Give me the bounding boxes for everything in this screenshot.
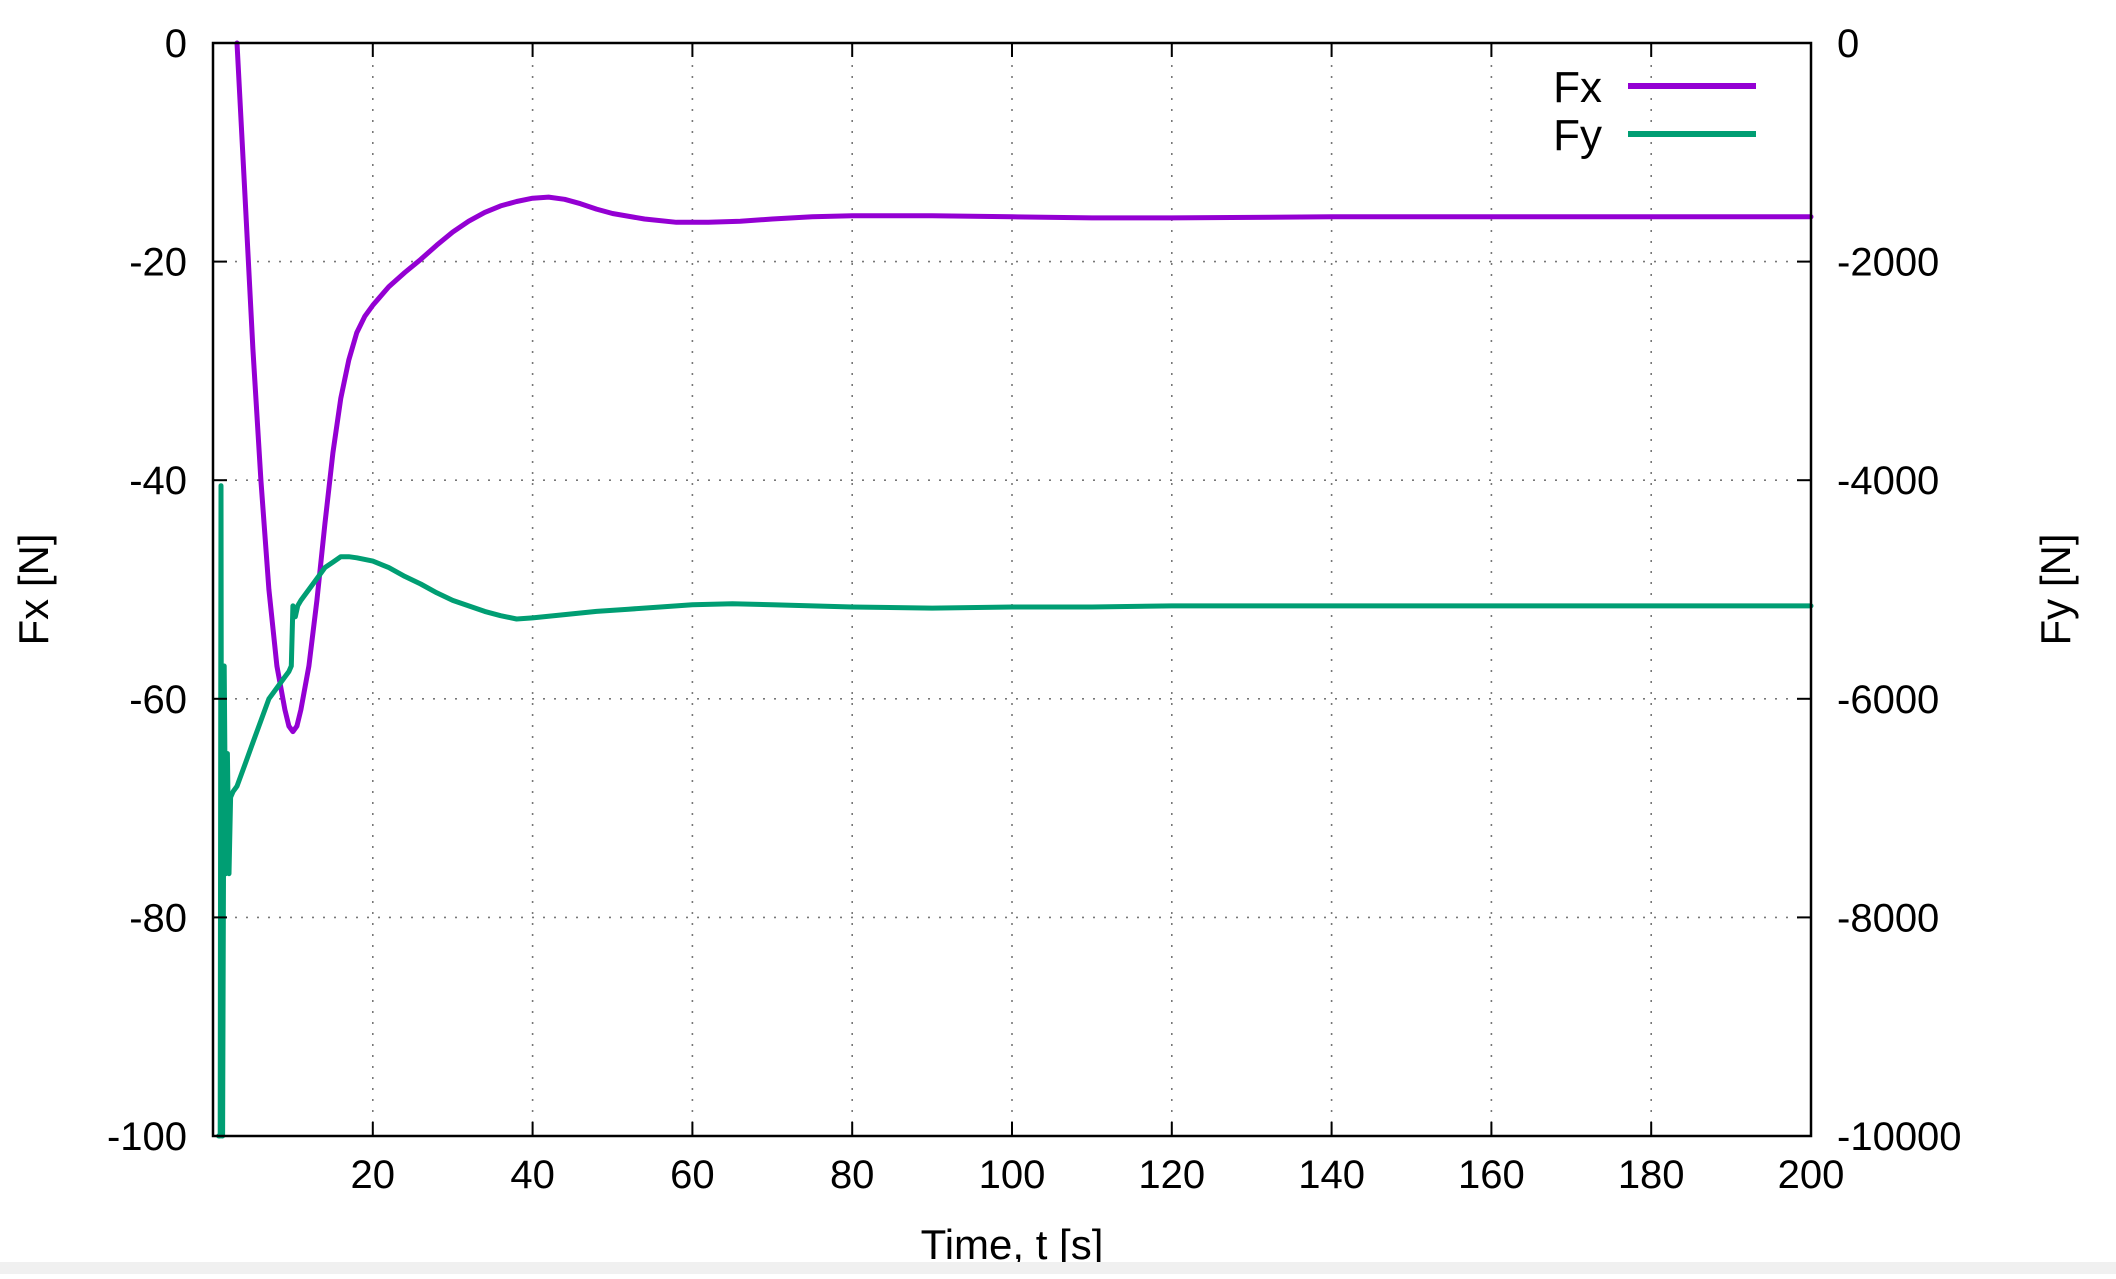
y-tick-label: 0 xyxy=(165,22,187,66)
y2-axis-title: Fy [N] xyxy=(2032,534,2079,646)
x-tick-label: 20 xyxy=(351,1153,396,1197)
y2-tick-label: 0 xyxy=(1837,22,1859,66)
y2-tick-label: -10000 xyxy=(1837,1115,1962,1159)
legend-label-fx: Fx xyxy=(1553,63,1602,112)
grid xyxy=(213,43,1811,1136)
x-tick-label: 100 xyxy=(979,1153,1046,1197)
axis-ticks xyxy=(213,42,1812,1137)
x-tick-label: 120 xyxy=(1138,1153,1205,1197)
plot-series xyxy=(216,40,1814,1139)
plot-frame xyxy=(211,41,1813,1138)
legend: Fx Fy xyxy=(1553,63,1756,160)
x-tick-label: 140 xyxy=(1298,1153,1365,1197)
legend-label-fy: Fy xyxy=(1553,111,1602,160)
x-tick-label: 40 xyxy=(510,1153,555,1197)
window-bottom-strip xyxy=(0,1262,2116,1274)
y-tick-label: -100 xyxy=(107,1115,187,1159)
y2-tick-label: -8000 xyxy=(1837,896,1939,940)
x-tick-label: 60 xyxy=(670,1153,715,1197)
x-axis-title: Time, t [s] xyxy=(921,1221,1104,1268)
y-tick-label: -80 xyxy=(129,896,187,940)
y-tick-label: -20 xyxy=(129,241,187,285)
x-tick-label: 80 xyxy=(830,1153,875,1197)
tick-labels: 20 40 60 80 100 120 140 160 180 200 0 -20 -40 -60 -80 -… xyxy=(107,22,1962,1197)
series-line-fy xyxy=(216,483,1814,1139)
x-tick-label: 180 xyxy=(1618,1153,1685,1197)
y-tick-label: -40 xyxy=(129,459,187,503)
y-axis-title: Fx [N] xyxy=(10,534,57,646)
x-tick-label: 160 xyxy=(1458,1153,1525,1197)
series-line-fx xyxy=(234,40,1814,735)
y2-tick-label: -4000 xyxy=(1837,459,1939,503)
y-tick-label: -60 xyxy=(129,678,187,722)
x-tick-label: 200 xyxy=(1778,1153,1845,1197)
y2-tick-label: -6000 xyxy=(1837,678,1939,722)
y2-tick-label: -2000 xyxy=(1837,241,1939,285)
